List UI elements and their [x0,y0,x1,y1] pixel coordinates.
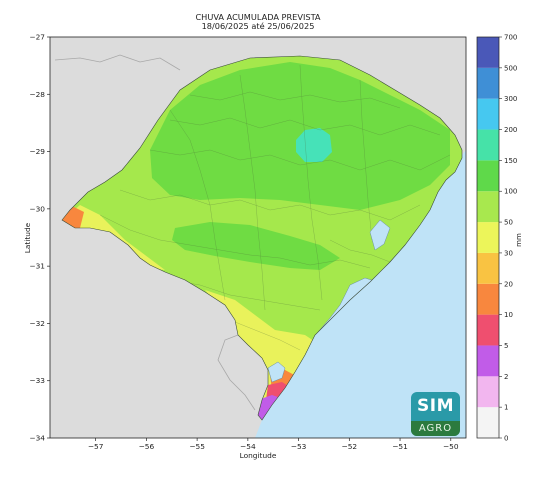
y-tick-label: −34 [29,434,45,443]
y-tick-label: −27 [29,33,45,42]
colorbar-tick-label: 30 [504,249,513,257]
colorbar-segment [477,37,499,68]
x-tick-label: −53 [291,442,307,451]
logo-text-bottom: AGRO [411,421,460,436]
colorbar-segment [477,222,499,253]
x-tick-label: −51 [392,442,408,451]
colorbar-segment [477,160,499,192]
plot-frame [49,36,467,439]
colorbar-tick-label: 5 [504,342,508,350]
colorbar-tick-label: 0 [504,435,508,443]
colorbar-unit: mm [515,233,523,247]
x-axis-label: Longitude [240,451,277,460]
guaiba-lake [369,219,391,251]
colorbar-tick-label: 200 [504,126,517,134]
x-tick-label: −57 [88,442,104,451]
x-tick-label: −54 [240,442,256,451]
colorbar-segment [477,407,499,438]
colorbar-segment [477,376,499,408]
y-tick-label: −29 [29,147,45,156]
x-tick-label: −50 [443,442,459,451]
colorbar-tick-label: 50 [504,219,513,227]
colorbar: 0 1 2 5 10 20 30 50 100 150 200 300 500 700 [476,34,517,443]
colorbar-tick-label: 100 [504,188,517,196]
rain-field-150-200 [296,128,332,162]
colorbar-tick-label: 10 [504,311,513,319]
colorbar-tick-label: 150 [504,157,517,165]
colorbar-frame [476,36,500,439]
colorbar-segment [477,283,499,315]
colorbar-tick-label: 1 [504,404,508,412]
y-tick-label: −30 [29,204,45,213]
colorbar-tick-label: 700 [504,34,517,42]
x-ticks: −57 −56 −55 −54 −53 −52 −51 −50 [88,438,459,451]
colorbar-segment [477,345,499,377]
y-tick-label: −32 [29,319,45,328]
colorbar-tick-label: 2 [504,373,508,381]
logo-text-top: SIM [417,396,454,416]
ocean [255,150,466,438]
x-tick-label: −52 [342,442,358,451]
y-tick-label: −33 [29,376,45,385]
state-outline [61,55,463,421]
y-axis-label: Latitude [23,222,32,253]
x-tick-label: −55 [189,442,205,451]
colorbar-segment [477,67,499,99]
y-tick-label: −31 [29,262,45,271]
title-line-2: 18/06/2025 até 25/06/2025 [201,21,315,31]
colorbar-tick-label: 20 [504,280,513,288]
colorbar-segment [477,191,499,223]
colorbar-tick-label: 300 [504,95,517,103]
colorbar-tick-label: 500 [504,64,517,72]
colorbar-segment [477,252,499,284]
country-border [54,54,181,71]
y-ticks: −27 −28 −29 −30 −31 −32 −33 −34 [29,33,50,443]
colorbar-segment [477,98,499,130]
simagro-logo: SIM AGRO [411,392,460,436]
y-tick-label: −28 [29,90,45,99]
country-border-south [217,334,256,411]
colorbar-segment [477,314,499,346]
colorbar-segment [477,129,499,161]
title-line-1: CHUVA ACUMULADA PREVISTA [195,12,321,22]
lagoa-mirim [267,361,286,383]
x-tick-label: −56 [139,442,155,451]
